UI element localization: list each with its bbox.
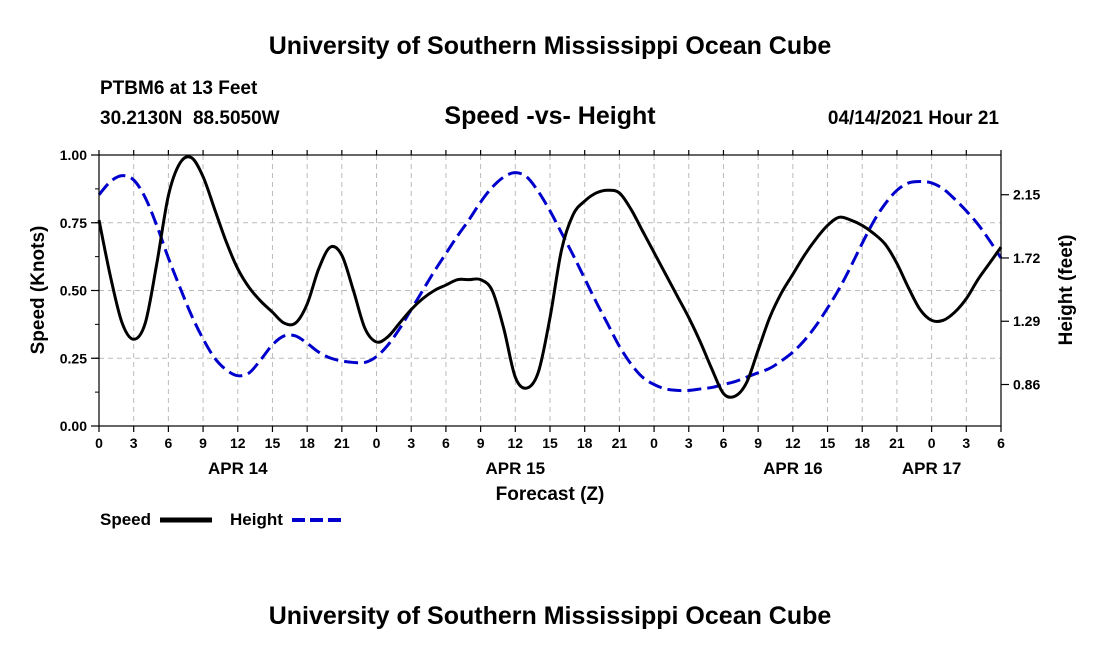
x-tick-label: 21 <box>889 435 905 451</box>
x-tick-label: 0 <box>95 435 103 451</box>
x-date-label: APR 15 <box>486 459 546 478</box>
x-tick-label: 21 <box>334 435 350 451</box>
x-tick-label: 0 <box>373 435 381 451</box>
page-title: University of Southern Mississippi Ocean… <box>269 32 832 60</box>
x-tick-label: 18 <box>854 435 870 451</box>
x-tick-label: 12 <box>785 435 801 451</box>
x-tick-label: 9 <box>199 435 207 451</box>
station-label: PTBM6 at 13 Feet <box>100 78 258 99</box>
height-series-line <box>97 171 1003 393</box>
y-axis-title-right: Height (feet) <box>1056 235 1077 346</box>
x-tick-label: 15 <box>265 435 281 451</box>
legend-speed-label: Speed <box>100 510 151 529</box>
series-layer <box>97 155 1003 399</box>
x-tick-label: 6 <box>720 435 728 451</box>
chart-title: Speed -vs- Height <box>444 102 656 130</box>
x-tick-label: 18 <box>299 435 315 451</box>
x-tick-label: 6 <box>997 435 1005 451</box>
x-tick-label: 3 <box>962 435 970 451</box>
y-right-tick-label: 0.86 <box>1013 377 1040 393</box>
x-date-label: APR 16 <box>763 459 823 478</box>
legend: Speed Height <box>100 510 344 529</box>
x-tick-label: 21 <box>612 435 628 451</box>
tick-layer: 0 3 6 9 12 15 18 21 0 3 6 9 12 15 18 21 0 3 6 9 12 15 18 21 0 3 6 0… <box>60 147 1041 478</box>
x-tick-label: 18 <box>577 435 593 451</box>
coordinates-label: 30.2130N 88.5050W <box>100 108 280 129</box>
forecast-datetime: 04/14/2021 Hour 21 <box>828 108 1000 129</box>
y-tick-label: 0.50 <box>60 283 87 299</box>
x-tick-label: 0 <box>650 435 658 451</box>
speed-series-line <box>97 155 1003 399</box>
x-tick-label: 12 <box>230 435 246 451</box>
x-tick-label: 0 <box>928 435 936 451</box>
footer-title: University of Southern Mississippi Ocean… <box>269 602 832 630</box>
y-right-tick-label: 1.72 <box>1013 250 1040 266</box>
x-tick-label: 6 <box>442 435 450 451</box>
x-tick-label: 6 <box>164 435 172 451</box>
y-right-tick-label: 1.29 <box>1013 313 1040 329</box>
x-tick-label: 9 <box>477 435 485 451</box>
y-tick-label: 0.25 <box>60 350 87 366</box>
x-tick-label: 3 <box>130 435 138 451</box>
y-tick-label: 1.00 <box>60 147 87 163</box>
x-tick-label: 9 <box>754 435 762 451</box>
x-date-label: APR 14 <box>208 459 268 478</box>
y-right-tick-label: 2.15 <box>1013 187 1040 203</box>
x-tick-label: 15 <box>820 435 836 451</box>
x-axis-title: Forecast (Z) <box>496 484 605 505</box>
legend-height-label: Height <box>230 510 283 529</box>
x-tick-label: 15 <box>542 435 558 451</box>
x-tick-label: 3 <box>685 435 693 451</box>
grid-layer <box>99 155 1001 426</box>
x-date-label: APR 17 <box>902 459 962 478</box>
x-tick-label: 3 <box>407 435 415 451</box>
y-tick-label: 0.00 <box>60 418 87 434</box>
y-axis-title-left: Speed (Knots) <box>28 226 49 355</box>
x-tick-label: 12 <box>508 435 524 451</box>
y-tick-label: 0.75 <box>60 215 87 231</box>
